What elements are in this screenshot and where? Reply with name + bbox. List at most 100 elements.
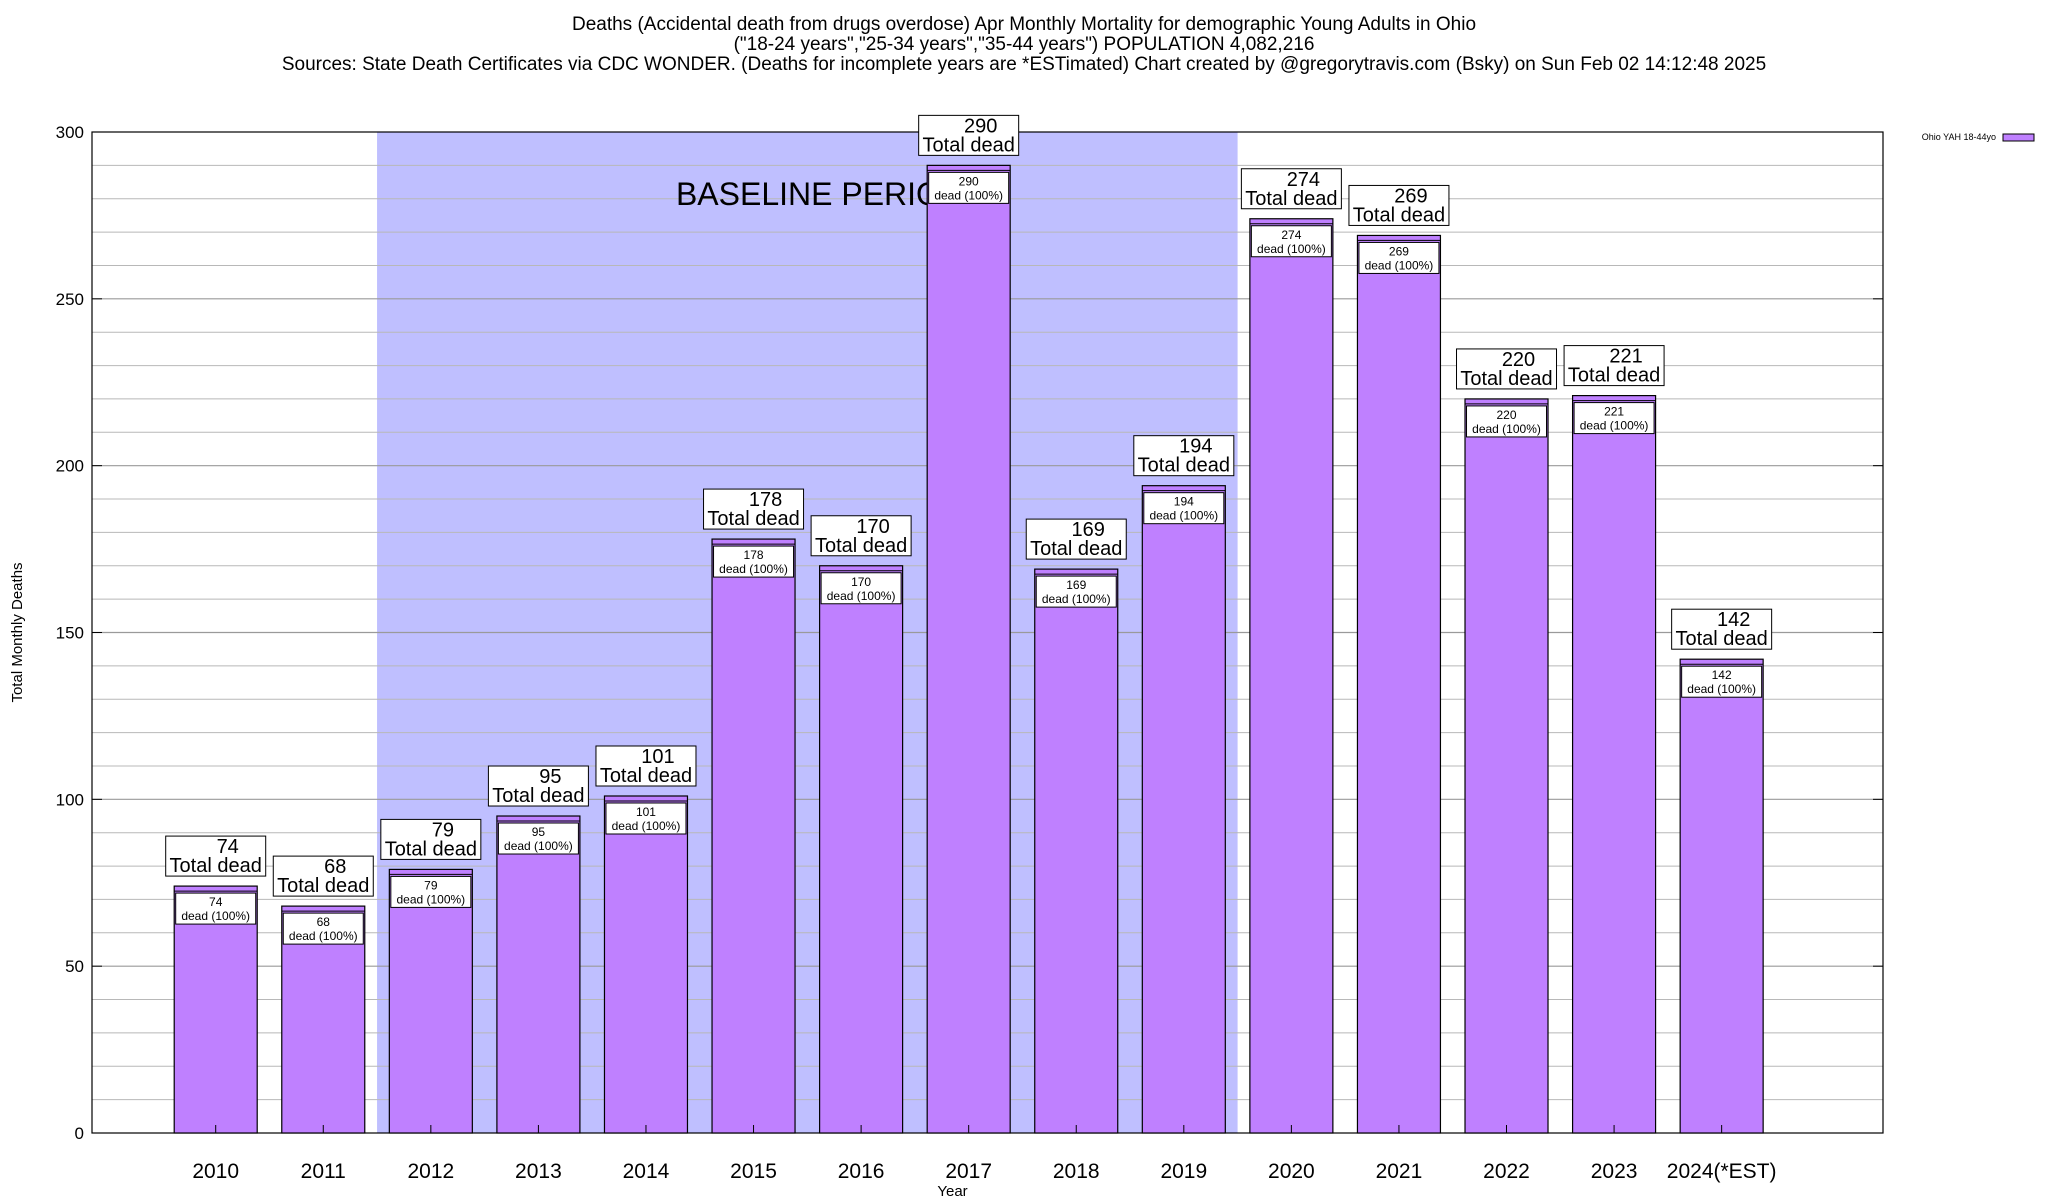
total-value-label: 169 bbox=[1072, 519, 1105, 541]
x-tick-label: 2014 bbox=[623, 1160, 670, 1183]
y-tick-label: 0 bbox=[75, 1124, 84, 1143]
inner-percent-label: dead (100%) bbox=[1042, 592, 1111, 606]
inner-label-box bbox=[1250, 225, 1332, 258]
total-dead-label: Total dead bbox=[1138, 455, 1230, 477]
bar bbox=[1141, 485, 1226, 1134]
inner-value-label: 68 bbox=[317, 915, 331, 929]
total-label-box bbox=[1025, 518, 1127, 560]
x-tick-label: 2010 bbox=[192, 1160, 239, 1183]
total-value-label: 274 bbox=[1287, 169, 1320, 191]
inner-percent-label: dead (100%) bbox=[1149, 509, 1218, 523]
total-dead-label: Total dead bbox=[1030, 538, 1122, 560]
y-tick-label: 150 bbox=[56, 624, 84, 643]
inner-percent-label: dead (100%) bbox=[504, 839, 573, 853]
inner-value-label: 142 bbox=[1712, 668, 1732, 682]
inner-percent-label: dead (100%) bbox=[827, 589, 896, 603]
legend: Ohio YAH 18-44yo bbox=[1922, 132, 2035, 142]
total-dead-label: Total dead bbox=[1245, 188, 1337, 210]
y-tick-label: 250 bbox=[56, 290, 84, 309]
x-tick-label: 2015 bbox=[730, 1160, 777, 1183]
total-value-label: 290 bbox=[964, 115, 997, 137]
inner-percent-label: dead (100%) bbox=[181, 909, 250, 923]
inner-percent-label: dead (100%) bbox=[1472, 422, 1541, 436]
inner-percent-label: dead (100%) bbox=[612, 819, 681, 833]
chart-titles: Deaths (Accidental death from drugs over… bbox=[282, 14, 1766, 75]
total-value-label: 95 bbox=[539, 766, 561, 788]
inner-label-box bbox=[282, 912, 364, 945]
x-tick-label: 2016 bbox=[838, 1160, 885, 1183]
inner-percent-label: dead (100%) bbox=[719, 562, 788, 576]
inner-label-box bbox=[1681, 665, 1763, 698]
inner-label-box bbox=[175, 892, 257, 925]
inner-value-label: 79 bbox=[424, 878, 438, 892]
inner-percent-label: dead (100%) bbox=[1687, 682, 1756, 696]
total-dead-label: Total dead bbox=[1460, 368, 1552, 390]
inner-value-label: 170 bbox=[851, 575, 871, 589]
bar bbox=[1464, 398, 1549, 1134]
total-dead-label: Total dead bbox=[385, 838, 477, 860]
inner-label-box bbox=[820, 572, 902, 605]
bar bbox=[173, 885, 258, 1134]
total-label-box bbox=[595, 745, 697, 787]
bar bbox=[1249, 218, 1334, 1134]
inner-label-box bbox=[605, 802, 687, 835]
total-dead-label: Total dead bbox=[277, 875, 369, 897]
x-tick-label: 2018 bbox=[1053, 1160, 1100, 1183]
total-value-label: 178 bbox=[749, 489, 782, 511]
inner-value-label: 95 bbox=[532, 825, 546, 839]
y-tick-label: 300 bbox=[56, 123, 84, 142]
bar bbox=[926, 164, 1011, 1134]
total-label-box bbox=[1240, 168, 1342, 210]
total-value-label: 142 bbox=[1717, 609, 1750, 631]
inner-label-box bbox=[928, 171, 1010, 204]
inner-percent-label: dead (100%) bbox=[396, 892, 465, 906]
total-value-label: 101 bbox=[641, 746, 674, 768]
inner-value-label: 274 bbox=[1281, 228, 1301, 242]
inner-percent-label: dead (100%) bbox=[1257, 242, 1326, 256]
total-dead-label: Total dead bbox=[815, 535, 907, 557]
chart-title-line-3: Sources: State Death Certificates via CD… bbox=[282, 54, 1766, 75]
total-value-label: 74 bbox=[217, 836, 239, 858]
x-tick-label: 2017 bbox=[945, 1160, 992, 1183]
bar bbox=[819, 565, 904, 1134]
total-dead-label: Total dead bbox=[1353, 204, 1445, 226]
inner-percent-label: dead (100%) bbox=[289, 929, 358, 943]
inner-value-label: 290 bbox=[959, 174, 979, 188]
baseline-period-label: BASELINE PERIOD bbox=[676, 176, 964, 212]
total-value-label: 170 bbox=[856, 516, 889, 538]
total-label-box bbox=[272, 855, 374, 897]
legend-swatch bbox=[2002, 133, 2035, 142]
y-tick-label: 50 bbox=[65, 957, 84, 976]
total-label-box bbox=[487, 765, 589, 807]
x-tick-label: 2019 bbox=[1160, 1160, 1207, 1183]
inner-value-label: 220 bbox=[1496, 408, 1516, 422]
x-tick-label: 2020 bbox=[1268, 1160, 1315, 1183]
y-axis-label: Total Monthly Deaths bbox=[9, 562, 26, 702]
total-value-label: 221 bbox=[1609, 346, 1642, 368]
y-tick-label: 200 bbox=[56, 457, 84, 476]
total-dead-label: Total dead bbox=[1568, 365, 1660, 387]
total-value-label: 79 bbox=[432, 819, 454, 841]
x-tick-label: 2024(*EST) bbox=[1667, 1160, 1777, 1183]
total-label-box bbox=[1671, 608, 1773, 650]
total-dead-label: Total dead bbox=[1676, 628, 1768, 650]
x-axis-label: Year bbox=[937, 1183, 967, 1200]
inner-label-box bbox=[713, 545, 795, 578]
total-label-box bbox=[1456, 348, 1558, 390]
bar bbox=[1679, 658, 1764, 1134]
inner-value-label: 221 bbox=[1604, 405, 1624, 419]
total-label-box bbox=[918, 114, 1020, 156]
inner-label-box bbox=[1358, 241, 1440, 274]
